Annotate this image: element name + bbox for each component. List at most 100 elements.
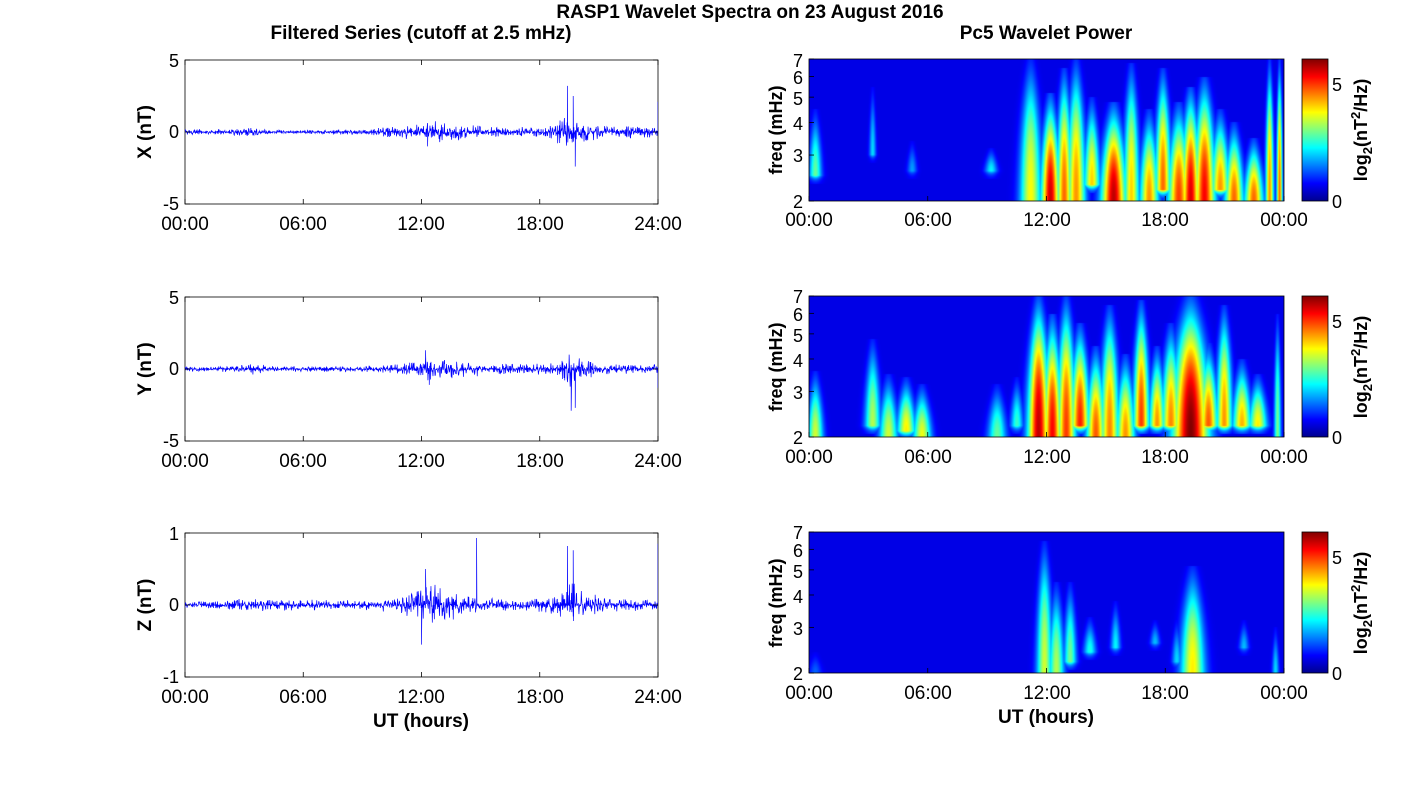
x-tick-label: 18:00 <box>516 687 564 708</box>
y-tick-label: 7 <box>793 523 803 543</box>
y-tick-label: 5 <box>169 288 179 308</box>
axis-ticks <box>808 295 1285 438</box>
x-tick-label: 00:00 <box>161 687 209 708</box>
x-tick-label: 00:00 <box>785 210 833 231</box>
x-tick-label: 06:00 <box>904 210 952 231</box>
spectrum-z-panel: 2 3 4 5 6 7 freq (mHz) 00:00 06:00 12:00… <box>766 523 1375 704</box>
axis-ticks <box>808 531 1285 674</box>
y-tick-label: 3 <box>793 619 803 639</box>
y-axis-label: Z (nT) <box>135 579 156 632</box>
x-tick-label: 18:00 <box>516 214 564 235</box>
x-tick-label: 06:00 <box>904 447 952 468</box>
x-tick-label: 00:00 <box>1260 683 1308 704</box>
series-x-panel: 5 0 -5 X (nT) 00:00 06:00 12:00 18:00 24… <box>135 51 682 235</box>
heatmap-image <box>809 532 1284 673</box>
colorbar-tick-label: 0 <box>1332 428 1342 448</box>
y-tick-label: 7 <box>793 287 803 307</box>
series-line <box>185 85 658 167</box>
series-trace <box>185 350 658 411</box>
y-axis-label: freq (mHz) <box>766 85 786 174</box>
y-axis-label: Y (nT) <box>135 342 156 395</box>
x-tick-label: 24:00 <box>634 214 682 235</box>
y-tick-label: 0 <box>169 359 179 379</box>
y-tick-label: 0 <box>169 595 179 615</box>
x-tick-label: 12:00 <box>397 214 445 235</box>
colorbar-tick-label: 5 <box>1332 548 1342 568</box>
x-tick-label: 06:00 <box>279 451 327 472</box>
colorbar-tick-label: 0 <box>1332 664 1342 684</box>
x-tick-label: 18:00 <box>1141 210 1189 231</box>
colorbar-label: log2(nT2/Hz) <box>1348 316 1375 418</box>
x-tick-label: 12:00 <box>1023 447 1071 468</box>
x-tick-label: 12:00 <box>397 451 445 472</box>
axis-ticks <box>184 296 659 442</box>
x-axis-label-left: UT (hours) <box>373 711 469 732</box>
y-tick-label: 6 <box>793 541 803 561</box>
y-tick-label: 6 <box>793 68 803 88</box>
y-tick-label: -5 <box>163 194 179 214</box>
heatmap-image <box>809 296 1284 437</box>
series-y-panel: 5 0 -5 Y (nT) 00:00 06:00 12:00 18:00 24… <box>135 288 682 472</box>
x-tick-label: 06:00 <box>279 687 327 708</box>
y-tick-label: 5 <box>793 326 803 346</box>
figure-title: RASP1 Wavelet Spectra on 23 August 2016 <box>556 2 943 23</box>
spectrum-y-panel: 2 3 4 5 6 7 freq (mHz) 00:00 06:00 12:00… <box>766 287 1375 468</box>
series-trace <box>185 85 658 167</box>
y-axis-label: freq (mHz) <box>766 322 786 411</box>
y-tick-label: 5 <box>793 89 803 109</box>
x-tick-label: 00:00 <box>1260 210 1308 231</box>
x-tick-label: 06:00 <box>279 214 327 235</box>
colorbar-label: log2(nT2/Hz) <box>1348 79 1375 181</box>
y-tick-label: -1 <box>163 667 179 687</box>
left-column-title: Filtered Series (cutoff at 2.5 mHz) <box>271 23 572 44</box>
y-tick-label: 2 <box>793 664 803 684</box>
x-tick-label: 12:00 <box>1023 210 1071 231</box>
x-tick-label: 12:00 <box>397 687 445 708</box>
y-axis-label: X (nT) <box>135 105 156 159</box>
x-tick-label: 18:00 <box>1141 683 1189 704</box>
y-tick-label: 3 <box>793 383 803 403</box>
x-tick-label: 00:00 <box>1260 447 1308 468</box>
y-tick-label: 2 <box>793 428 803 448</box>
series-z-panel: 1 0 -1 Z (nT) 00:00 06:00 12:00 18:00 24… <box>135 524 682 708</box>
y-tick-label: 0 <box>169 122 179 142</box>
x-tick-label: 18:00 <box>516 451 564 472</box>
colorbar <box>1301 295 1329 438</box>
colorbar-label: log2(nT2/Hz) <box>1348 552 1375 654</box>
series-line <box>185 538 658 645</box>
y-tick-label: 4 <box>793 587 803 607</box>
x-tick-label: 18:00 <box>1141 447 1189 468</box>
right-column-title: Pc5 Wavelet Power <box>960 23 1133 44</box>
y-tick-label: 6 <box>793 305 803 325</box>
y-tick-label: -5 <box>163 431 179 451</box>
series-line <box>185 350 658 411</box>
x-tick-label: 06:00 <box>904 683 952 704</box>
axis-ticks <box>184 532 659 678</box>
colorbar-tick-label: 0 <box>1332 192 1342 212</box>
axis-ticks <box>184 59 659 205</box>
colorbar <box>1301 58 1329 202</box>
y-tick-label: 4 <box>793 351 803 371</box>
colorbar-tick-label: 5 <box>1332 312 1342 332</box>
x-tick-label: 00:00 <box>161 451 209 472</box>
x-axis-label-right: UT (hours) <box>998 707 1094 728</box>
y-tick-label: 5 <box>169 51 179 71</box>
y-tick-label: 5 <box>793 562 803 582</box>
y-axis-label: freq (mHz) <box>766 558 786 647</box>
colorbar <box>1301 531 1329 674</box>
colorbar-tick-label: 5 <box>1332 75 1342 95</box>
y-tick-label: 2 <box>793 192 803 212</box>
x-tick-label: 00:00 <box>785 447 833 468</box>
y-tick-label: 4 <box>793 114 803 134</box>
spectrum-x-panel: 2 3 4 5 6 7 freq (mHz) 00:00 06:00 12:00… <box>766 51 1375 231</box>
x-tick-label: 24:00 <box>634 451 682 472</box>
x-tick-label: 00:00 <box>785 683 833 704</box>
axis-ticks <box>808 58 1285 202</box>
x-tick-label: 12:00 <box>1023 683 1071 704</box>
heatmap-image <box>809 59 1284 201</box>
y-tick-label: 7 <box>793 51 803 71</box>
x-tick-label: 00:00 <box>161 214 209 235</box>
x-tick-label: 24:00 <box>634 687 682 708</box>
y-tick-label: 3 <box>793 146 803 166</box>
